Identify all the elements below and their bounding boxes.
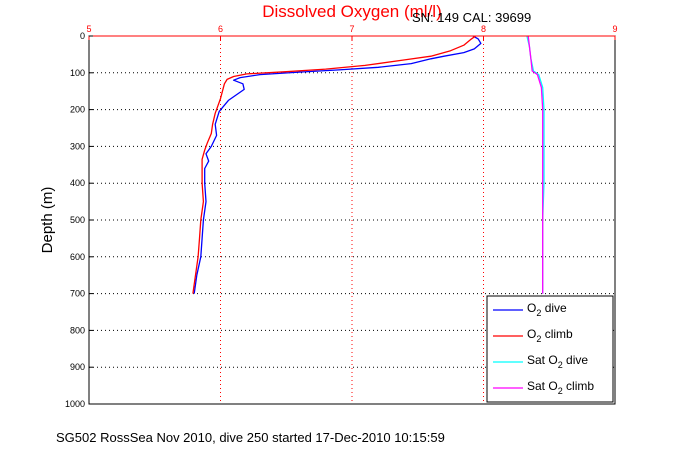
legend-label: Sat O2 climb — [527, 379, 594, 396]
dive-info-footer: SG502 RossSea Nov 2010, dive 250 started… — [56, 430, 445, 445]
legend: O2 dive O2 climb Sat O2 dive Sat O2 climb — [486, 295, 614, 403]
x-tick-label: 8 — [481, 24, 486, 34]
y-axis-ticks: 0 100 200 300 400 500 600 700 800 900 1000 — [65, 31, 93, 409]
y-tick-label: 800 — [70, 325, 85, 335]
y-tick-label: 400 — [70, 178, 85, 188]
y-tick-label: 1000 — [65, 399, 85, 409]
grid-lines — [89, 36, 615, 404]
data-series — [192, 35, 545, 294]
x-tick-label: 7 — [349, 24, 354, 34]
x-tick-label: 9 — [612, 24, 617, 34]
y-tick-label: 0 — [80, 31, 85, 41]
legend-label: O2 climb — [527, 327, 573, 344]
legend-label: Sat O2 dive — [527, 353, 588, 370]
y-tick-label: 500 — [70, 215, 85, 225]
y-tick-label: 100 — [70, 68, 85, 78]
chart-title: Dissolved Oxygen (ml/l) — [262, 2, 442, 21]
series-line-2 — [192, 35, 476, 294]
y-tick-label: 200 — [70, 105, 85, 115]
series-line-4 — [527, 35, 544, 294]
x-tick-label: 6 — [218, 24, 223, 34]
y-tick-label: 600 — [70, 252, 85, 262]
x-axis-ticks: 5 6 7 8 9 — [86, 24, 618, 40]
y-tick-label: 700 — [70, 289, 85, 299]
y-tick-label: 300 — [70, 141, 85, 151]
series-line-1 — [193, 35, 482, 294]
y-tick-label: 900 — [70, 362, 85, 372]
y-axis-label: Depth (m) — [39, 187, 56, 254]
legend-box — [486, 295, 614, 403]
sensor-calibration-label: SN: 149 CAL: 39699 — [412, 10, 531, 25]
legend-label: O2 dive — [527, 301, 567, 318]
x-tick-label: 5 — [86, 24, 91, 34]
